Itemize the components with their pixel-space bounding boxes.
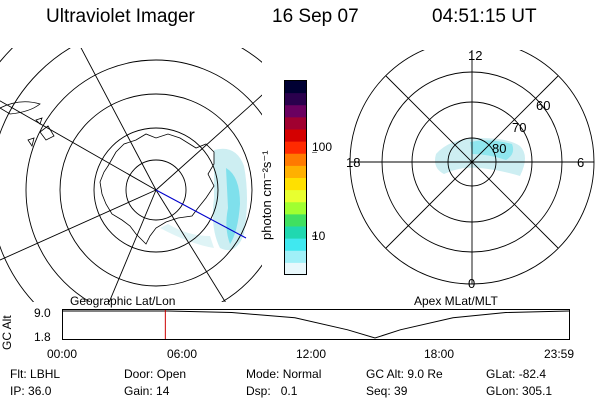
colorbar-tick-100: 100 — [312, 140, 333, 154]
footer-ip: IP: 36.0 — [10, 384, 52, 398]
colorbar-cell — [285, 190, 307, 203]
mlat-label-70: 70 — [512, 120, 527, 135]
colorbar-cell — [285, 238, 307, 252]
colorbar-cell — [285, 117, 307, 130]
altitude-xtick-3: 18:00 — [424, 347, 455, 361]
colorbar-cell — [285, 105, 307, 118]
footer-gc-alt: GC Alt: 9.0 Re — [366, 367, 443, 381]
colorbar-cell — [285, 214, 307, 227]
colorbar-cell — [285, 141, 307, 155]
footer-flt: Flt: LBHL — [10, 367, 61, 381]
altitude-plot — [62, 309, 570, 340]
colorbar-cell — [285, 93, 307, 106]
colorbar-cell — [285, 165, 307, 179]
footer-dsp: Dsp: 0.1 — [246, 384, 298, 398]
mlt-label-18: 18 — [346, 155, 361, 170]
mlt-label-6: 6 — [577, 155, 585, 170]
colorbar-cell — [285, 129, 307, 143]
colorbar-tickmarks — [312, 152, 317, 237]
footer-door: Door: Open — [124, 367, 187, 381]
date-label: 16 Sep 07 — [272, 6, 359, 27]
mlat-label-60: 60 — [536, 98, 551, 113]
footer-glat: GLat: -82.4 — [486, 367, 547, 381]
colorbar-cell — [285, 250, 307, 264]
colorbar-cell — [285, 202, 307, 215]
time-label: 04:51:15 UT — [432, 6, 537, 27]
colorbar-unit-label: photon cm⁻²s⁻¹ — [259, 150, 274, 240]
colorbar-cell — [285, 226, 307, 240]
altitude-ylabel: GC Alt — [0, 315, 14, 350]
magnetic-map — [349, 50, 595, 285]
footer-glon: GLon: 305.1 — [486, 384, 553, 398]
altitude-ytick-max: 9.0 — [34, 306, 51, 320]
altitude-xtick-4: 23:59 — [544, 347, 575, 361]
antarctica-coastline — [99, 133, 215, 245]
colorbar-tick-10: 10 — [312, 229, 326, 243]
geographic-map — [0, 48, 262, 302]
mlt-label-12: 12 — [468, 48, 483, 63]
colorbar — [284, 80, 307, 276]
colorbar-cell — [285, 153, 307, 167]
mlat-label-80: 80 — [492, 141, 507, 156]
altitude-ytick-min: 1.8 — [34, 330, 51, 344]
left-map-label: Geographic Lat/Lon — [70, 294, 176, 308]
altitude-xtick-1: 06:00 — [167, 347, 198, 361]
footer-gain: Gain: 14 — [124, 384, 170, 398]
colorbar-cell — [285, 262, 307, 276]
colorbar-cell — [285, 178, 307, 191]
altitude-xtick-2: 12:00 — [296, 347, 327, 361]
altitude-curve — [63, 310, 570, 339]
right-map-label: Apex MLat/MLT — [414, 294, 498, 308]
colorbar-cell — [285, 81, 307, 94]
altitude-xtick-0: 00:00 — [47, 347, 78, 361]
footer-seq: Seq: 39 — [366, 384, 408, 398]
instrument-title: Ultraviolet Imager — [46, 6, 195, 27]
footer-mode: Mode: Normal — [246, 367, 322, 381]
mlt-label-0: 0 — [468, 276, 476, 291]
